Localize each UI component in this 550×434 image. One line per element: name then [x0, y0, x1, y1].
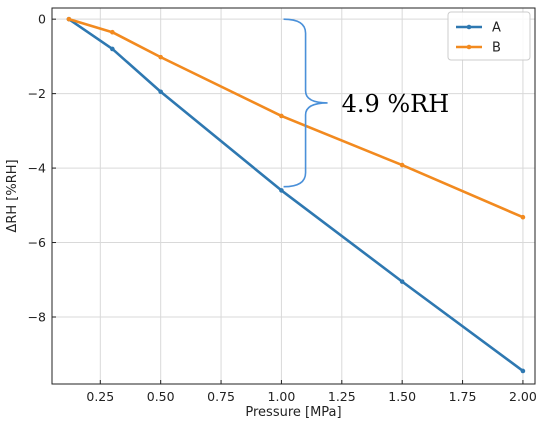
data-point-A — [158, 89, 163, 95]
series-line-B — [68, 17, 524, 219]
x-axis-title: Pressure [MPa] — [245, 405, 341, 420]
x-tick-label: 0.75 — [207, 389, 235, 404]
brace-annotation — [283, 18, 328, 188]
grid — [52, 8, 535, 384]
data-point-B — [399, 162, 405, 168]
x-tick-label: 2.00 — [509, 389, 537, 404]
y-tick-label: 0 — [38, 12, 46, 27]
x-tick-label: 1.00 — [268, 389, 296, 404]
legend-label-A: A — [492, 21, 501, 36]
x-tick-label: 0.25 — [86, 389, 114, 404]
x-tick-label: 1.50 — [388, 389, 416, 404]
annotation: 4.9 %RH — [283, 18, 450, 188]
series-line-A — [68, 18, 524, 373]
data-point-B — [520, 214, 526, 220]
annotation-label: 4.9 %RH — [342, 90, 450, 118]
legend: AB — [447, 11, 531, 61]
data-point-A — [279, 188, 284, 193]
y-tick-label: −4 — [28, 161, 46, 176]
y-axis-title: ΔRH [%RH] — [5, 159, 20, 232]
legend-label-B: B — [492, 41, 501, 56]
data-point-B — [279, 113, 284, 119]
data-point-B — [158, 54, 163, 60]
x-tick-label: 0.50 — [147, 389, 175, 404]
legend-marker-B — [466, 44, 472, 50]
data-point-A — [110, 46, 115, 52]
legend-box — [447, 11, 531, 61]
y-tick-label: −6 — [28, 235, 46, 250]
plot-frame — [51, 7, 536, 385]
plot-series — [66, 16, 526, 374]
data-point-B — [66, 16, 72, 22]
y-tick-label: −8 — [28, 309, 46, 324]
x-tick-label: 1.25 — [328, 389, 356, 404]
x-tick-label: 1.75 — [449, 389, 477, 404]
axis-ticks: 0.25 0.50 0.75 1.00 1.25 1.50 1.75 2.00 0 −2 −4 −6 −… — [28, 12, 537, 404]
y-tick-label: −2 — [28, 86, 46, 101]
data-point-A — [399, 279, 405, 284]
data-point-A — [520, 368, 526, 374]
legend-marker-A — [466, 24, 472, 30]
data-point-B — [110, 29, 115, 35]
